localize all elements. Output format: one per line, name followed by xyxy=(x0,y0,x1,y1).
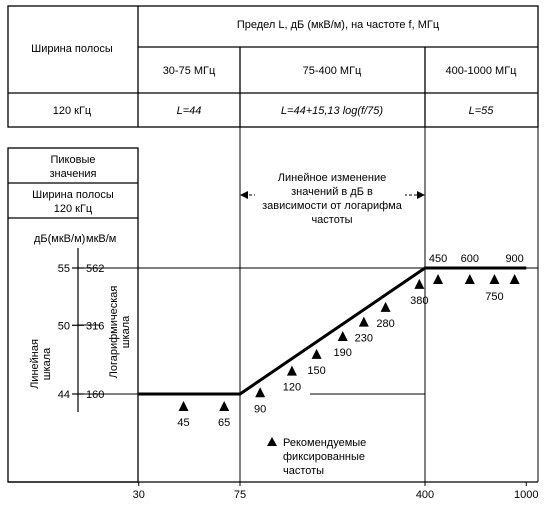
annotation-line-2: значений в дБ в xyxy=(291,186,373,198)
frequency-marker xyxy=(178,401,189,411)
bandwidth-header: Ширина полосы xyxy=(31,43,113,55)
peak-label-2: значения xyxy=(49,168,96,180)
x-tick-label: 1000 xyxy=(514,489,538,501)
linear-scale-2: шкала xyxy=(41,347,53,380)
frequency-marker xyxy=(464,274,475,284)
x-tick-label: 75 xyxy=(234,489,246,501)
range-30-75: 30-75 МГц xyxy=(163,65,216,77)
frequency-marker xyxy=(414,278,425,289)
frequency-label: 280 xyxy=(376,318,394,330)
frequency-marker xyxy=(311,348,322,359)
db-tick-label: 55 xyxy=(58,263,70,275)
frequency-marker xyxy=(489,274,500,284)
uv-tick-label: 160 xyxy=(86,389,104,401)
x-tick-label: 30 xyxy=(133,489,145,501)
range-75-400: 75-400 МГц xyxy=(303,65,362,77)
frequency-label: 150 xyxy=(307,365,325,377)
legend-line-3: частоты xyxy=(283,465,324,477)
frequency-marker xyxy=(358,316,369,327)
legend-marker xyxy=(267,437,277,446)
limit-high: L=55 xyxy=(469,105,495,117)
frequency-label: 120 xyxy=(283,382,301,394)
frequency-label: 90 xyxy=(254,403,266,415)
scale-ticks: 55 562 50 316 44 160 xyxy=(58,263,105,401)
annotation-line-4: частоты xyxy=(311,214,352,226)
unit-db: дБ(мкВ/м) xyxy=(34,233,85,245)
uv-tick-label: 316 xyxy=(86,320,104,332)
unit-uv: мкВ/м xyxy=(86,233,116,245)
limit-low: L=44 xyxy=(177,105,202,117)
limits-table xyxy=(7,5,539,128)
frequency-label: 65 xyxy=(218,417,230,429)
bw-label-1: Ширина полосы xyxy=(32,189,114,201)
frequency-label: 450 xyxy=(429,253,447,265)
bw-label-2: 120 кГц xyxy=(54,203,93,215)
frequency-marker xyxy=(433,274,444,284)
annotation-line-1: Линейное изменение xyxy=(278,172,386,184)
x-tick-labels: 30 75 400 1000 xyxy=(133,482,539,501)
frequency-label: 190 xyxy=(334,347,352,359)
table-header: Предел L, дБ (мкВ/м), на частоте f, МГц xyxy=(237,19,440,31)
x-tick-label: 400 xyxy=(416,489,434,501)
db-tick-label: 50 xyxy=(58,320,70,332)
range-400-1000: 400-1000 МГц xyxy=(446,65,518,77)
frequency-marker xyxy=(509,274,520,284)
frequency-label: 380 xyxy=(410,295,428,307)
frequency-marker xyxy=(337,331,348,342)
frequency-marker xyxy=(255,387,266,398)
uv-tick-label: 562 xyxy=(86,263,104,275)
log-scale-2: шкала xyxy=(120,315,132,348)
db-tick-label: 44 xyxy=(58,389,70,401)
bandwidth-value: 120 кГц xyxy=(53,105,92,117)
frequency-label: 230 xyxy=(355,333,373,345)
log-scale-1: Логарифмическая xyxy=(108,286,120,379)
frequency-label: 750 xyxy=(485,291,503,303)
frequency-label: 900 xyxy=(505,253,523,265)
limit-line xyxy=(138,266,527,396)
annotation-line-3: зависимости от логарифма xyxy=(262,200,403,212)
table-border xyxy=(7,5,539,128)
frequency-marker xyxy=(286,365,297,376)
frequency-label: 600 xyxy=(461,253,479,265)
legend-line-2: фиксированные xyxy=(283,451,365,463)
peak-label-1: Пиковые xyxy=(51,154,96,166)
frequency-marker xyxy=(380,301,391,312)
frequency-marker xyxy=(219,401,230,411)
limit-mid: L=44+15,13 log(f/75) xyxy=(281,105,383,117)
legend-line-1: Рекомендуемые xyxy=(283,437,366,449)
annotation-backdrop xyxy=(255,170,405,228)
linear-scale-1: Линейная xyxy=(29,339,41,389)
frequency-label: 45 xyxy=(177,417,189,429)
